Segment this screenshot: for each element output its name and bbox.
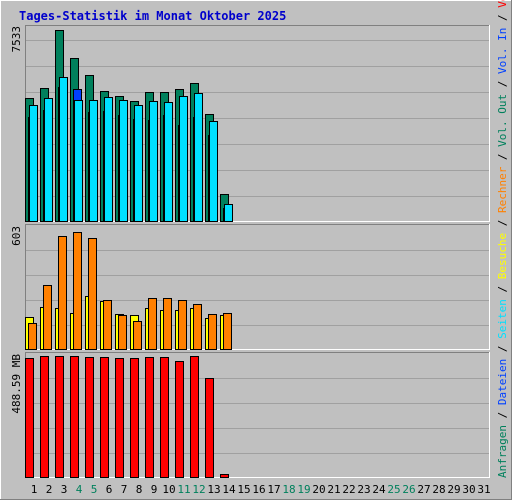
bar-volumen <box>130 358 139 478</box>
bar-volumen <box>145 357 154 478</box>
bar-rechner <box>193 304 202 350</box>
x-tick-label: 4 <box>76 483 83 496</box>
bar-volumen <box>175 361 184 478</box>
bar-volumen <box>100 357 109 478</box>
legend-entry: / <box>496 339 509 359</box>
bar-volumen <box>25 358 34 478</box>
legend-entry: Besuche <box>496 233 509 279</box>
x-tick-label: 22 <box>342 483 355 496</box>
bar-rechner <box>223 313 232 350</box>
x-tick-label: 31 <box>477 483 490 496</box>
x-tick-label: 23 <box>357 483 370 496</box>
x-tick-label: 10 <box>162 483 175 496</box>
legend-entry: / <box>496 213 509 233</box>
legend-entry: / <box>496 8 509 28</box>
legend-entry: / <box>496 405 509 425</box>
bar-seiten <box>29 105 38 222</box>
bar-seiten <box>179 96 188 222</box>
x-tick-label: 14 <box>222 483 236 496</box>
bar-seiten <box>224 204 233 222</box>
legend-entry: / <box>496 74 509 94</box>
x-tick-label: 5 <box>91 483 98 496</box>
y-max-label-requests: 7533 <box>10 26 23 53</box>
bar-seiten <box>119 100 128 222</box>
legend-entry: Rechner <box>496 166 509 213</box>
x-tick-label: 30 <box>462 483 475 496</box>
panel-visits <box>25 224 490 350</box>
legend-entry: / <box>496 279 509 299</box>
x-tick-label: 26 <box>402 483 415 496</box>
legend-entry: Dateien <box>496 359 509 405</box>
x-tick-label: 12 <box>192 483 205 496</box>
x-tick-label: 7 <box>121 483 128 496</box>
x-tick-label: 11 <box>177 483 190 496</box>
bar-rechner <box>28 323 37 350</box>
bar-seiten <box>104 97 113 222</box>
x-tick-label: 15 <box>237 483 250 496</box>
y-max-label-volume: 488.59 MB <box>10 354 23 414</box>
chart-title: Tages-Statistik im Monat Oktober 2025 <box>19 9 286 23</box>
bar-seiten <box>134 105 143 222</box>
bar-seiten <box>194 93 203 222</box>
bar-volumen <box>205 378 214 478</box>
bar-rechner <box>103 300 112 350</box>
x-tick-label: 27 <box>417 483 430 496</box>
bar-seiten <box>89 100 98 222</box>
legend-entry: Vol. Out <box>496 94 509 147</box>
bar-rechner <box>73 232 82 350</box>
bar-seiten <box>164 102 173 222</box>
x-tick-label: 20 <box>312 483 325 496</box>
bar-volumen <box>40 356 49 478</box>
legend-entry: Volumen <box>496 0 509 8</box>
bar-seiten <box>74 100 83 222</box>
x-axis-day-labels: 1 2 3 4 5 6 7 8 9 10 11 12 13 14 15 16 17 18 19 20 21 22 23 24 2… <box>31 483 491 496</box>
x-tick-label: 25 <box>387 483 400 496</box>
right-legend: Anfragen / Dateien / Seiten / Besuche / … <box>496 0 509 478</box>
x-tick-label: 6 <box>106 483 113 496</box>
x-tick-label: 3 <box>61 483 68 496</box>
x-tick-label: 29 <box>447 483 460 496</box>
x-tick-label: 21 <box>327 483 340 496</box>
x-tick-label: 28 <box>432 483 445 496</box>
panel-volume <box>25 352 490 478</box>
bar-volumen <box>70 356 79 478</box>
bar-rechner <box>133 321 142 350</box>
legend-entry: Vol. In <box>496 28 509 74</box>
x-tick-label: 9 <box>151 483 158 496</box>
bar-volumen <box>55 356 64 478</box>
legend-entry: Seiten <box>496 299 509 339</box>
bar-rechner <box>178 300 187 350</box>
bar-seiten <box>209 121 218 222</box>
bar-volumen <box>85 357 94 478</box>
bar-volumen <box>160 357 169 478</box>
x-tick-label: 19 <box>297 483 310 496</box>
bar-seiten <box>44 98 53 222</box>
bar-rechner <box>148 298 157 350</box>
bar-rechner <box>43 285 52 350</box>
bar-volumen <box>220 474 229 478</box>
bar-rechner <box>118 315 127 350</box>
x-tick-label: 1 <box>31 483 38 496</box>
x-tick-label: 8 <box>136 483 143 496</box>
y-max-label-visits: 603 <box>10 226 23 246</box>
x-tick-label: 16 <box>252 483 265 496</box>
bar-rechner <box>58 236 67 350</box>
plot-area <box>25 352 490 478</box>
panel-requests <box>25 25 490 222</box>
legend-entry: / <box>496 147 509 167</box>
x-tick-label: 17 <box>267 483 280 496</box>
x-tick-label: 18 <box>282 483 295 496</box>
bar-volumen <box>115 358 124 478</box>
bar-rechner <box>88 238 97 350</box>
bar-volumen <box>190 356 199 478</box>
bar-rechner <box>163 298 172 350</box>
legend-entry: Anfragen <box>496 425 509 478</box>
bar-seiten <box>59 77 68 222</box>
x-tick-label: 13 <box>207 483 220 496</box>
x-tick-label: 2 <box>46 483 53 496</box>
bar-rechner <box>208 314 217 350</box>
x-tick-label: 24 <box>372 483 386 496</box>
bar-seiten <box>149 101 158 222</box>
